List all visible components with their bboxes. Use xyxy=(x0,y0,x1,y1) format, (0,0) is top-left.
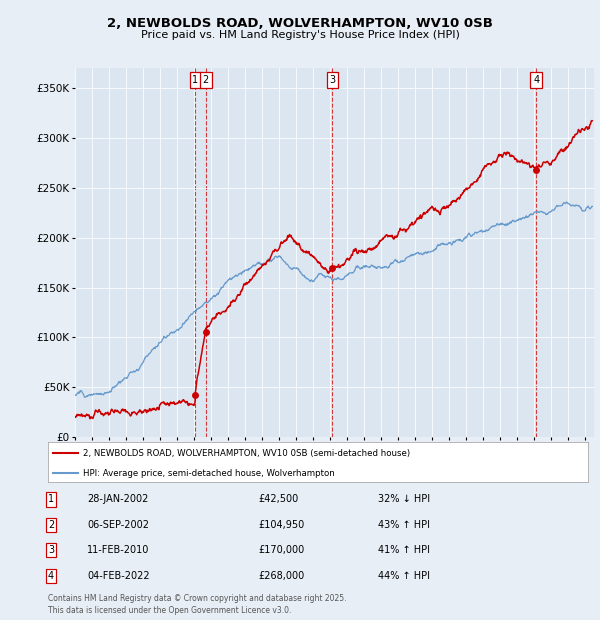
Text: 2: 2 xyxy=(203,75,209,85)
Text: £268,000: £268,000 xyxy=(258,570,304,581)
Text: 2, NEWBOLDS ROAD, WOLVERHAMPTON, WV10 0SB (semi-detached house): 2, NEWBOLDS ROAD, WOLVERHAMPTON, WV10 0S… xyxy=(83,449,410,458)
Text: 2: 2 xyxy=(48,520,54,530)
Text: £170,000: £170,000 xyxy=(258,545,304,556)
Text: 4: 4 xyxy=(48,570,54,581)
Text: 1: 1 xyxy=(192,75,199,85)
Text: 2, NEWBOLDS ROAD, WOLVERHAMPTON, WV10 0SB: 2, NEWBOLDS ROAD, WOLVERHAMPTON, WV10 0S… xyxy=(107,17,493,30)
Text: 11-FEB-2010: 11-FEB-2010 xyxy=(87,545,149,556)
Text: 3: 3 xyxy=(48,545,54,556)
Text: 28-JAN-2002: 28-JAN-2002 xyxy=(87,494,148,505)
Text: 44% ↑ HPI: 44% ↑ HPI xyxy=(378,570,430,581)
Text: 43% ↑ HPI: 43% ↑ HPI xyxy=(378,520,430,530)
Text: 4: 4 xyxy=(533,75,539,85)
Text: Contains HM Land Registry data © Crown copyright and database right 2025.
This d: Contains HM Land Registry data © Crown c… xyxy=(48,594,347,615)
Text: 04-FEB-2022: 04-FEB-2022 xyxy=(87,570,149,581)
Text: £42,500: £42,500 xyxy=(258,494,298,505)
Text: 1: 1 xyxy=(48,494,54,505)
Text: Price paid vs. HM Land Registry's House Price Index (HPI): Price paid vs. HM Land Registry's House … xyxy=(140,30,460,40)
Text: HPI: Average price, semi-detached house, Wolverhampton: HPI: Average price, semi-detached house,… xyxy=(83,469,335,478)
Text: 3: 3 xyxy=(329,75,335,85)
Text: 32% ↓ HPI: 32% ↓ HPI xyxy=(378,494,430,505)
Text: 06-SEP-2002: 06-SEP-2002 xyxy=(87,520,149,530)
Text: 41% ↑ HPI: 41% ↑ HPI xyxy=(378,545,430,556)
Text: £104,950: £104,950 xyxy=(258,520,304,530)
